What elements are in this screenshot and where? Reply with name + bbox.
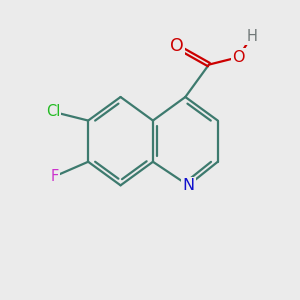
Text: O: O xyxy=(232,50,244,65)
Text: F: F xyxy=(50,169,58,184)
Text: O: O xyxy=(169,38,183,56)
Text: Cl: Cl xyxy=(46,104,60,119)
Text: N: N xyxy=(182,178,194,193)
Text: H: H xyxy=(246,29,257,44)
